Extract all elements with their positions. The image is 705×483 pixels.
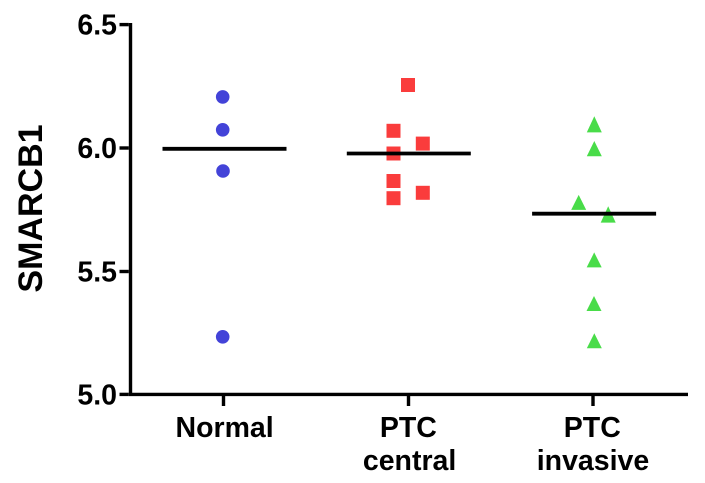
svg-text:5.5: 5.5: [77, 257, 117, 289]
svg-text:5.0: 5.0: [77, 379, 117, 411]
svg-text:6.5: 6.5: [77, 10, 117, 42]
svg-text:PTC: PTC: [380, 412, 437, 444]
svg-text:PTC: PTC: [564, 412, 621, 444]
svg-text:central: central: [363, 445, 456, 477]
svg-text:invasive: invasive: [537, 445, 650, 477]
svg-text:Normal: Normal: [175, 412, 273, 444]
svg-text:6.0: 6.0: [77, 133, 117, 165]
svg-text:SMARCB1: SMARCB1: [12, 124, 50, 292]
